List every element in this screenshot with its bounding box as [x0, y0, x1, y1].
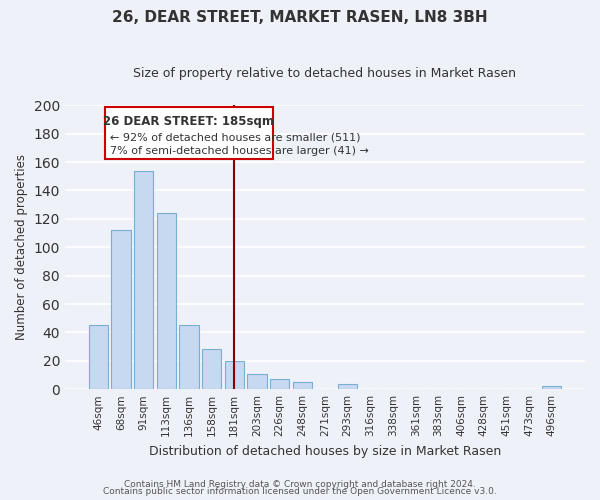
Bar: [338, 384, 357, 389]
Bar: [179, 326, 199, 389]
Bar: [134, 170, 153, 389]
Text: 7% of semi-detached houses are larger (41) →: 7% of semi-detached houses are larger (4…: [110, 146, 368, 156]
Bar: [111, 230, 131, 389]
Bar: [202, 350, 221, 389]
Bar: [293, 382, 312, 389]
Text: 26, DEAR STREET, MARKET RASEN, LN8 3BH: 26, DEAR STREET, MARKET RASEN, LN8 3BH: [112, 10, 488, 25]
Text: 26 DEAR STREET: 185sqm: 26 DEAR STREET: 185sqm: [103, 115, 274, 128]
Title: Size of property relative to detached houses in Market Rasen: Size of property relative to detached ho…: [133, 68, 517, 80]
Text: ← 92% of detached houses are smaller (511): ← 92% of detached houses are smaller (51…: [110, 132, 360, 142]
Bar: [157, 213, 176, 389]
X-axis label: Distribution of detached houses by size in Market Rasen: Distribution of detached houses by size …: [149, 444, 501, 458]
Bar: [224, 361, 244, 389]
Text: Contains HM Land Registry data © Crown copyright and database right 2024.: Contains HM Land Registry data © Crown c…: [124, 480, 476, 489]
Bar: [270, 379, 289, 389]
Y-axis label: Number of detached properties: Number of detached properties: [15, 154, 28, 340]
Bar: [247, 374, 266, 389]
Text: Contains public sector information licensed under the Open Government Licence v3: Contains public sector information licen…: [103, 488, 497, 496]
Bar: [542, 386, 562, 389]
Bar: [89, 326, 108, 389]
FancyBboxPatch shape: [105, 106, 273, 159]
